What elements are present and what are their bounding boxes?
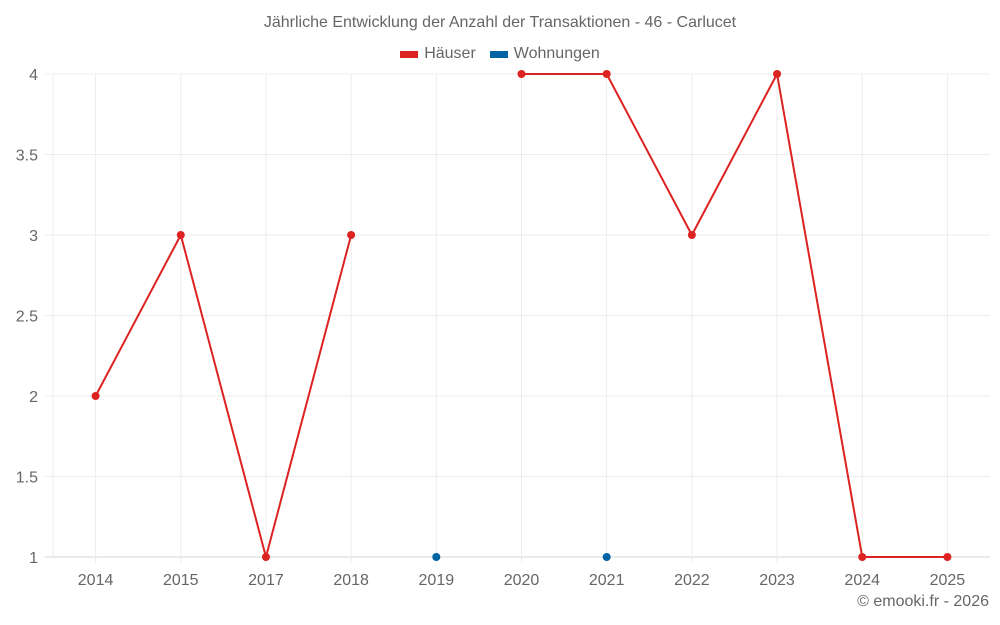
data-point[interactable] <box>261 553 270 561</box>
x-tick-label: 2019 <box>419 572 455 589</box>
x-tick-label: 2023 <box>759 572 795 589</box>
x-tick-label: 2017 <box>248 572 284 589</box>
x-tick-label: 2024 <box>844 572 880 589</box>
data-point[interactable] <box>517 70 526 78</box>
x-tick-label: 2018 <box>333 572 369 589</box>
x-tick-label: 2014 <box>78 572 114 589</box>
data-point[interactable] <box>347 231 356 239</box>
x-tick-label: 2022 <box>674 572 710 589</box>
legend-swatch-wohnungen-icon <box>489 50 508 58</box>
data-point[interactable] <box>176 231 185 239</box>
y-axis: 1 1.5 2 2.5 3 3.5 4 <box>16 67 38 567</box>
grid-lines <box>45 73 990 563</box>
legend-label-haeuser: Häuser <box>424 45 476 62</box>
y-tick-label: 2 <box>29 389 38 406</box>
copyright-footer: © emooki.fr - 2026 <box>857 593 989 610</box>
x-tick-label: 2020 <box>504 572 540 589</box>
legend-item-wohnungen[interactable]: Wohnungen <box>489 45 600 63</box>
chart-title: Jährliche Entwicklung der Anzahl der Tra… <box>263 14 737 31</box>
data-point[interactable] <box>687 231 696 239</box>
x-tick-label: 2021 <box>589 572 625 589</box>
chart-legend: Häuser Wohnungen <box>0 45 1000 63</box>
legend-item-haeuser[interactable]: Häuser <box>400 45 476 63</box>
y-tick-label: 3.5 <box>16 148 38 165</box>
y-tick-label: 1 <box>29 550 38 567</box>
x-axis: 2014 2015 2017 2018 2019 2020 2021 2022 2023 2024… <box>78 572 966 589</box>
series-huser <box>91 70 952 561</box>
series-line <box>94 234 353 558</box>
y-tick-label: 4 <box>29 67 38 84</box>
data-point[interactable] <box>858 553 867 561</box>
data-point[interactable] <box>602 70 611 78</box>
data-point[interactable] <box>432 553 441 561</box>
legend-swatch-haeuser-icon <box>400 50 419 58</box>
data-point[interactable] <box>773 70 782 78</box>
legend-label-wohnungen: Wohnungen <box>513 45 600 62</box>
y-tick-label: 2.5 <box>16 309 38 326</box>
x-tick-label: 2015 <box>163 572 199 589</box>
data-point[interactable] <box>943 553 952 561</box>
data-series <box>91 70 952 561</box>
series-line <box>521 73 948 558</box>
data-point[interactable] <box>91 392 100 400</box>
data-point[interactable] <box>602 553 611 561</box>
y-tick-label: 1.5 <box>16 470 38 487</box>
series-wohnungen <box>432 553 611 561</box>
x-tick-label: 2025 <box>930 572 966 589</box>
y-tick-label: 3 <box>29 228 38 245</box>
